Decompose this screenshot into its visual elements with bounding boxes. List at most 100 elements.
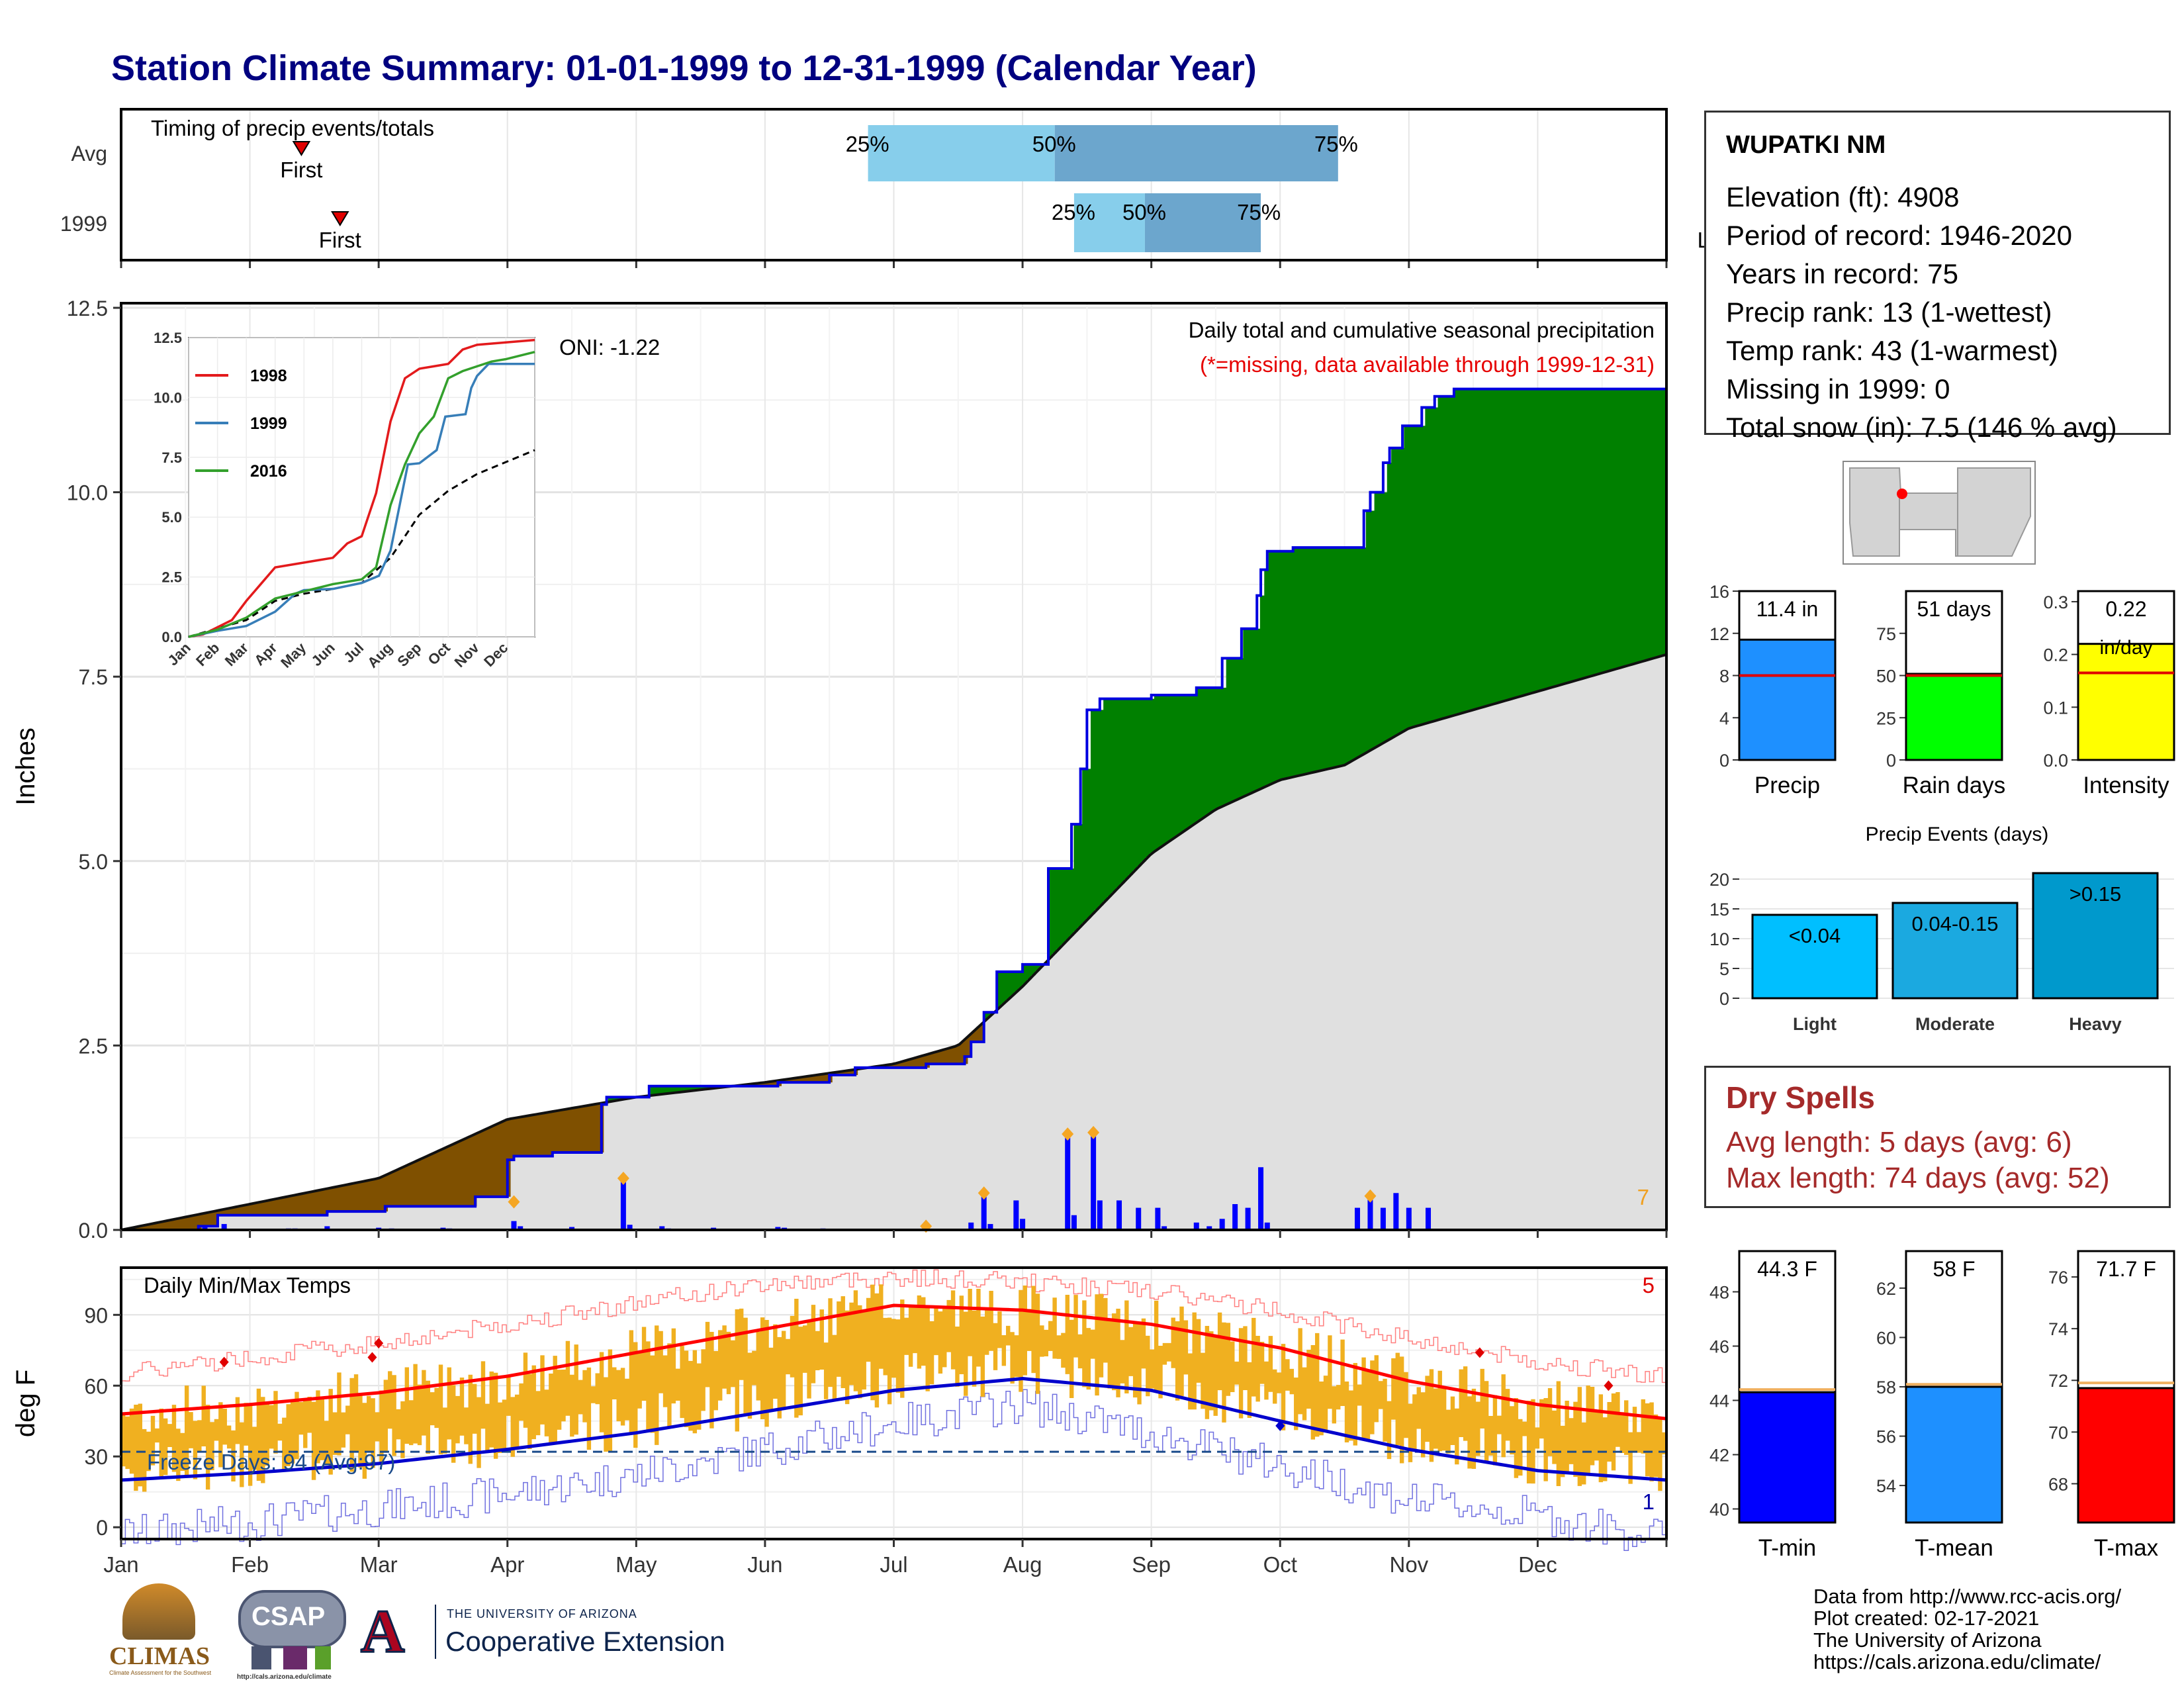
temp-summary-1-bar: [1905, 1385, 2003, 1524]
record-high-marker: [374, 1338, 384, 1349]
precip-events-bar-label: <0.04: [1789, 924, 1841, 947]
temp-summary-1-value-label: 58 F: [1933, 1257, 1975, 1281]
average-cumulative-line: [120, 653, 1667, 1231]
ua-logo: A THE UNIVERSITY OF ARIZONA Cooperative …: [359, 1600, 758, 1667]
temp-summary-2-ytick-label: 74: [2048, 1319, 2068, 1339]
inset-legend-label-2016: 2016: [250, 462, 287, 481]
average-cumulative-area: [121, 654, 1666, 1230]
station-map: [1843, 461, 2036, 565]
timing-bar-q50-q75-avg: [1054, 125, 1338, 181]
precip-summary-0-bar: [1738, 638, 1837, 761]
daily-precip-bar: [569, 1227, 575, 1230]
precip-summary-2-value-label: 0.22: [2105, 597, 2146, 621]
csap-logo: CSAP http://cals.arizona.edu/climate: [232, 1583, 351, 1683]
dry-spells-box: Dry Spells Avg length: 5 days (avg: 6) M…: [1704, 1066, 2171, 1208]
precip-summary-2-ytick-label: 0.3: [2043, 592, 2068, 612]
month-label-Feb: Feb: [231, 1552, 269, 1577]
daily-precip-bar: [1355, 1207, 1360, 1230]
temp-summary-0-ytick-label: 44: [1709, 1391, 1729, 1411]
timing-bar-q25-q50-1999: [1073, 193, 1145, 252]
inset-ytick-label: 7.5: [161, 449, 182, 466]
precip-summary-0-ytick-label: 8: [1719, 667, 1729, 686]
event-marker: [617, 1171, 629, 1185]
daily-precip-bar: [981, 1196, 987, 1230]
daily-precip-bar: [1155, 1207, 1161, 1230]
precip-events-bar-label: >0.15: [2070, 882, 2121, 906]
inset-legend-label-1999: 1999: [250, 414, 287, 433]
precip-ytick-label: 7.5: [79, 665, 108, 689]
precip-events-bar-heavy: [2032, 872, 2159, 1000]
precip-summary-0-value-label: 11.4 in: [1756, 597, 1819, 621]
temp-ylabel: deg F: [11, 1370, 40, 1437]
month-label-Mar: Mar: [360, 1552, 398, 1577]
timing-bar-q25-q50-avg: [868, 125, 1055, 181]
daily-precip-bar: [1161, 1226, 1167, 1230]
temp-summary-1-ytick-label: 56: [1876, 1427, 1896, 1447]
timing-q25-label-1999: 25%: [1052, 200, 1095, 224]
daily-precip-bar: [620, 1182, 626, 1230]
month-label-Nov: Nov: [1389, 1552, 1428, 1577]
inset-ytick-label: 10.0: [154, 389, 182, 406]
precip-events-ytick-label: 0: [1719, 989, 1729, 1009]
temp-summary-1-ytick-label: 62: [1876, 1279, 1896, 1299]
timing-bar-q50-q75-1999: [1144, 193, 1261, 252]
precip-events-ytick-label: 5: [1719, 959, 1729, 979]
footer-university: The University of Arizona: [1813, 1628, 2042, 1652]
oni-label: ONI: -1.22: [559, 335, 660, 359]
climas-logo-mark: [122, 1583, 195, 1640]
record-high-marker: [219, 1356, 229, 1368]
record-high-marker: [1475, 1347, 1484, 1358]
daily-precip-bar: [1136, 1207, 1142, 1230]
csap-url: http://cals.arizona.edu/climate: [237, 1673, 332, 1681]
temp-summary-0-bar: [1738, 1391, 1837, 1524]
daily-precip-bar: [1097, 1200, 1103, 1230]
precip-events-category: Light: [1793, 1014, 1837, 1034]
daily-precip-bar: [1071, 1215, 1077, 1230]
precip-summary-0-ytick-label: 0: [1719, 751, 1729, 771]
temp-ytick-label: 30: [84, 1445, 108, 1469]
daily-precip-bar: [1206, 1226, 1212, 1230]
precip-summary-2-ytick-label: 0.2: [2043, 645, 2068, 665]
precip-summary-0-ytick-label: 4: [1719, 708, 1729, 728]
temp-panel: 0 30 60 90 Jan Feb Mar Apr May Jun Jul Aug Sep Oct Nov…: [11, 1266, 1668, 1577]
average-tmin-line: [120, 1377, 1667, 1482]
precip-corner-number: 7: [1637, 1185, 1649, 1209]
daily-precip-bar: [1426, 1207, 1432, 1230]
event-marker: [1062, 1127, 1074, 1141]
precip-ytick-label: 0.0: [79, 1219, 108, 1243]
footer-plot-created: Plot created: 02-17-2021: [1813, 1607, 2040, 1630]
average-tmax-line: [120, 1303, 1667, 1421]
daily-precip-bar: [1020, 1219, 1026, 1230]
precip-events-ytick-label: 15: [1709, 900, 1729, 919]
daily-precip-bar: [1116, 1200, 1122, 1230]
timing-q75-label-avg: 75%: [1314, 132, 1358, 156]
precip-summary-2-bar: [2077, 643, 2175, 761]
ua-small-text: THE UNIVERSITY OF ARIZONA: [447, 1607, 637, 1620]
precip-summary-1-ytick-label: 0: [1886, 751, 1896, 771]
timing-q50-label-1999: 50%: [1122, 200, 1166, 224]
footer-data-source: Data from http://www.rcc-acis.org/: [1813, 1585, 2122, 1608]
precip-summary-2-label: Intensity: [2083, 773, 2169, 798]
page-title: Station Climate Summary: 01-01-1999 to 1…: [111, 48, 1257, 88]
climas-logo-text: CLIMAS: [109, 1642, 210, 1670]
inset-series-1998: [188, 338, 535, 638]
daily-precip-bar: [627, 1225, 633, 1230]
event-marker: [978, 1186, 990, 1200]
record-low-marker: [1275, 1420, 1285, 1431]
timing-title: Timing of precip events/totals: [151, 116, 434, 140]
inset-legend-label-1998: 1998: [250, 367, 287, 385]
dry-spells-max: Max length: 74 days (avg: 52): [1726, 1162, 2110, 1194]
climas-logo: CLIMAS Climate Assessment for the Southw…: [109, 1583, 222, 1683]
event-marker: [508, 1195, 520, 1209]
precip-summary-1-ytick-label: 75: [1876, 624, 1896, 644]
temp-summary-0-ytick-label: 42: [1709, 1446, 1729, 1466]
daily-precip-bar: [659, 1226, 665, 1230]
freeze-days-label: Freeze Days: 94 (Avg:97): [147, 1450, 395, 1474]
timing-first-marker-1999: [331, 211, 349, 226]
temp-ytick-label: 60: [84, 1374, 108, 1398]
precip-ytick-label: 5.0: [79, 850, 108, 874]
temp-summary-0-value-label: 44.3 F: [1757, 1257, 1817, 1281]
daily-precip-bar: [1264, 1222, 1270, 1230]
precip-summary-0-label: Precip: [1754, 773, 1820, 798]
